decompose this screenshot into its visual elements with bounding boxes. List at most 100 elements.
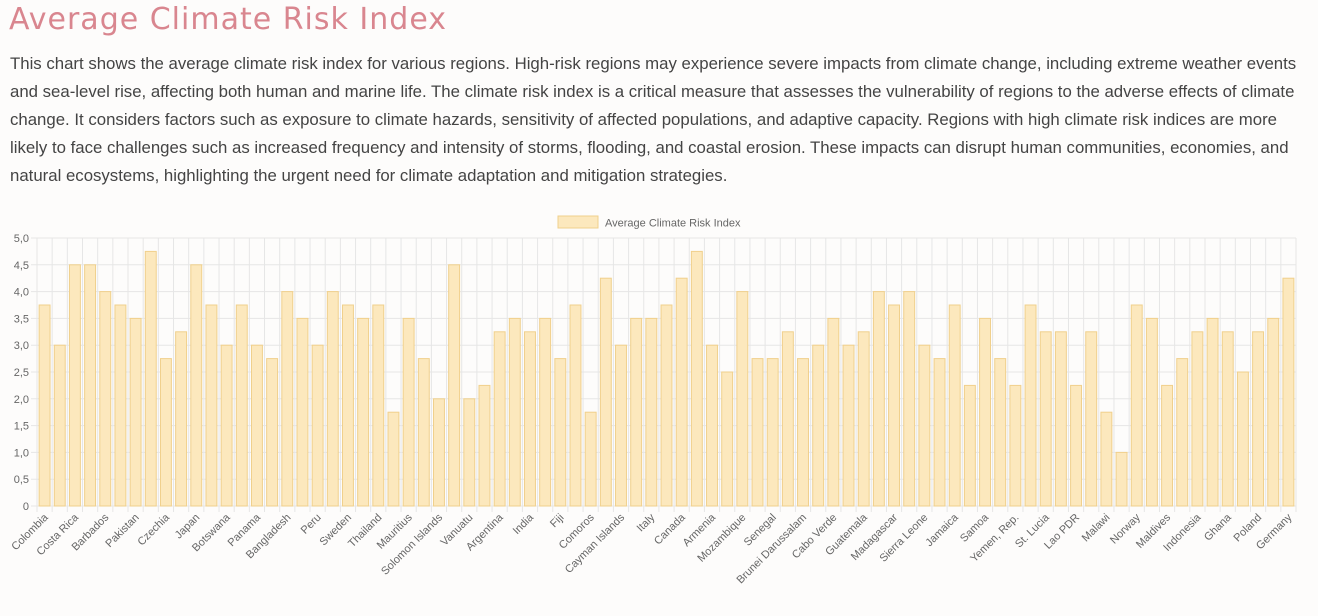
bar[interactable] (387, 411, 400, 507)
bar[interactable] (857, 331, 870, 507)
bar[interactable] (842, 344, 855, 507)
bar[interactable] (569, 304, 582, 507)
bar[interactable] (736, 291, 749, 507)
bar[interactable] (1161, 384, 1174, 507)
page-title: Average Climate Risk Index (9, 2, 448, 37)
bar[interactable] (478, 384, 491, 507)
bar[interactable] (1176, 358, 1189, 507)
bar[interactable] (690, 250, 703, 507)
bar-series (38, 250, 1295, 507)
bar[interactable] (1130, 304, 1143, 507)
bar[interactable] (372, 304, 385, 507)
bar[interactable] (554, 358, 567, 507)
bar[interactable] (250, 344, 263, 507)
bar[interactable] (296, 317, 309, 507)
bar[interactable] (903, 291, 916, 507)
x-tick-label: Pakistan (103, 512, 141, 550)
bar[interactable] (1236, 371, 1249, 507)
bar[interactable] (675, 277, 688, 507)
bar[interactable] (281, 291, 294, 507)
bar[interactable] (53, 344, 66, 507)
bar[interactable] (1100, 411, 1113, 507)
x-tick-label: Malawi (1080, 512, 1113, 545)
bar[interactable] (827, 317, 840, 507)
bar[interactable] (1267, 317, 1280, 507)
bar[interactable] (235, 304, 248, 507)
bar[interactable] (948, 304, 961, 507)
bar[interactable] (38, 304, 51, 507)
bar[interactable] (933, 358, 946, 507)
bar[interactable] (99, 291, 112, 507)
bar[interactable] (751, 358, 764, 507)
bar[interactable] (175, 331, 188, 507)
bar[interactable] (144, 250, 157, 507)
bar[interactable] (781, 331, 794, 507)
bar[interactable] (508, 317, 521, 507)
bar[interactable] (1039, 331, 1052, 507)
legend-label[interactable]: Average Climate Risk Index (605, 218, 741, 230)
bar[interactable] (1085, 331, 1098, 507)
bar[interactable] (812, 344, 825, 507)
bar[interactable] (190, 264, 203, 507)
bar[interactable] (615, 344, 627, 507)
bar[interactable] (205, 304, 218, 507)
bar[interactable] (68, 264, 81, 507)
bar[interactable] (584, 411, 597, 507)
bar[interactable] (448, 264, 461, 507)
chart-description: This chart shows the average climate ris… (10, 54, 1297, 185)
bar[interactable] (84, 264, 97, 507)
bar[interactable] (539, 317, 552, 507)
bar[interactable] (326, 291, 339, 507)
bar[interactable] (872, 291, 885, 507)
bar[interactable] (1252, 331, 1265, 507)
bar[interactable] (129, 317, 142, 507)
bar[interactable] (660, 304, 673, 507)
bar[interactable] (645, 317, 658, 507)
bar[interactable] (524, 331, 536, 507)
x-tick-label: India (511, 511, 537, 537)
bar[interactable] (1024, 304, 1037, 507)
legend[interactable]: Average Climate Risk Index (557, 215, 741, 230)
bar[interactable] (888, 304, 900, 507)
bar[interactable] (159, 358, 172, 507)
bar[interactable] (357, 317, 370, 507)
bar[interactable] (402, 317, 415, 507)
y-tick-label: 2,0 (14, 394, 29, 406)
bar[interactable] (630, 317, 643, 507)
y-tick-label: 0 (23, 501, 29, 513)
x-tick-label: Italy (635, 511, 658, 534)
bar[interactable] (797, 358, 809, 507)
bar[interactable] (341, 304, 354, 507)
bar[interactable] (114, 304, 127, 507)
bar[interactable] (220, 344, 233, 507)
bar[interactable] (1282, 277, 1295, 507)
bar[interactable] (721, 371, 734, 507)
bar[interactable] (493, 331, 506, 507)
bar[interactable] (979, 317, 992, 507)
bar[interactable] (1191, 331, 1204, 507)
y-tick-label: 3,0 (14, 340, 29, 352)
bar[interactable] (1221, 331, 1234, 507)
bar[interactable] (433, 398, 445, 507)
bar[interactable] (1054, 331, 1067, 507)
bar[interactable] (599, 277, 612, 507)
legend-swatch[interactable] (557, 215, 599, 229)
x-tick-label: Jamaica (923, 511, 961, 549)
bar[interactable] (766, 358, 779, 507)
bar[interactable] (417, 358, 430, 507)
bar[interactable] (463, 398, 476, 507)
bar[interactable] (266, 358, 279, 507)
bar[interactable] (1206, 317, 1219, 507)
bar[interactable] (706, 344, 718, 507)
bar[interactable] (1145, 317, 1158, 507)
bar[interactable] (963, 384, 976, 507)
bar[interactable] (1009, 384, 1022, 507)
y-tick-label: 1,0 (14, 447, 29, 459)
bar[interactable] (994, 358, 1007, 507)
bar[interactable] (1115, 451, 1128, 507)
x-tick-label: Czechia (135, 511, 172, 548)
bar[interactable] (1070, 384, 1083, 507)
bar[interactable] (918, 344, 931, 507)
bar[interactable] (311, 344, 324, 507)
bar-chart: 0 0,5 1,0 1,5 2,0 2,5 3,0 3,5 4,0 4,5 5,0 Colombia… (9, 215, 1297, 586)
